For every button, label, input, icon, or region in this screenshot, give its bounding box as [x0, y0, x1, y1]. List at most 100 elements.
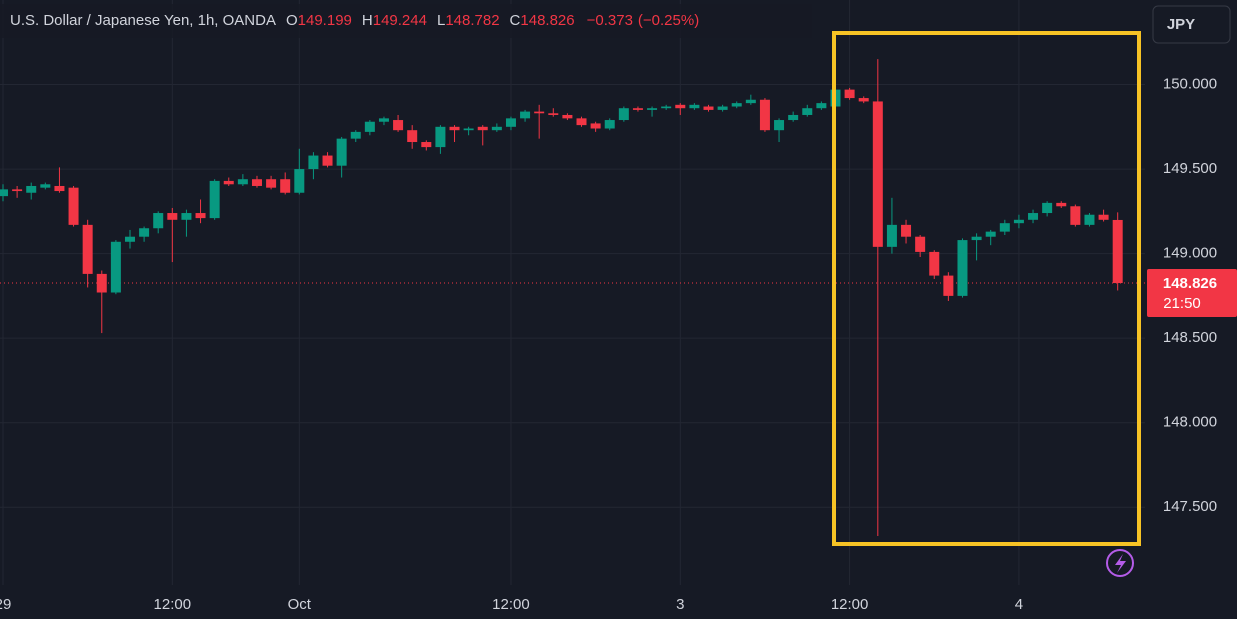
candle-body [124, 236, 135, 242]
currency-button[interactable] [1152, 5, 1231, 44]
candle-body [717, 106, 728, 110]
candle-body [1028, 213, 1039, 220]
candle-body [1070, 206, 1081, 225]
candle-body [1056, 202, 1067, 207]
candle-body [1112, 219, 1123, 284]
candle-body [0, 189, 8, 197]
candle-body [957, 240, 968, 296]
currency-label[interactable]: JPY [1167, 16, 1195, 33]
x-tick-label: 12:00 [492, 596, 530, 613]
candle-body [985, 231, 996, 237]
candle-body [167, 213, 178, 220]
candle-body [280, 179, 291, 193]
candle-body [901, 224, 912, 237]
alert-icon[interactable] [1106, 549, 1134, 577]
x-tick-label: 4 [1015, 596, 1023, 613]
candle-body [153, 213, 164, 229]
candle-body [82, 224, 93, 274]
candle-body [788, 114, 799, 121]
candle-body [1042, 202, 1053, 214]
candle-body [12, 189, 23, 192]
candle-body [548, 113, 559, 115]
candle-body [110, 241, 121, 293]
y-tick-label: 149.000 [1163, 245, 1217, 262]
candle-body [534, 111, 545, 114]
candle-body [816, 103, 827, 109]
candle-body [26, 185, 37, 193]
candle-body [689, 104, 700, 109]
header-bg [0, 4, 812, 38]
change-pct: (−0.25%) [638, 12, 699, 29]
candle-body [943, 275, 954, 296]
candle-body [477, 126, 488, 131]
candle-body [774, 120, 785, 131]
candle-body [393, 120, 404, 131]
candle-body [139, 228, 150, 237]
candle-body [632, 108, 643, 110]
candle-body [40, 184, 51, 188]
candle-body [223, 180, 234, 185]
ohlc-label: L [437, 12, 445, 29]
candle-body [618, 108, 629, 121]
ohlc-label: H [362, 12, 373, 29]
candle-body [266, 179, 277, 188]
candle-body [929, 251, 940, 276]
candle-body [407, 130, 418, 143]
candle-body [661, 106, 672, 109]
x-tick-label: Oct [288, 596, 312, 613]
candle-body [590, 123, 601, 129]
symbol: U.S. Dollar / Japanese Yen, 1h, OANDA [10, 12, 276, 29]
ohlc-label: O [286, 12, 298, 29]
candle-body [322, 155, 333, 166]
candle-body [237, 179, 248, 185]
candle-body [844, 89, 855, 99]
candle-body [999, 223, 1010, 232]
candle-body [971, 236, 982, 241]
candle-body [251, 179, 262, 186]
candle-body [520, 111, 531, 119]
candle-body [604, 120, 615, 129]
highlight-box [832, 31, 1141, 546]
candle-body [336, 138, 347, 166]
candle-body [96, 273, 107, 293]
alert-bolt [1115, 554, 1126, 573]
ohlc-label: C [510, 12, 521, 29]
candle-body [378, 118, 389, 122]
candle-body [1098, 214, 1109, 220]
candle-body [576, 118, 587, 126]
candle-body [68, 187, 79, 225]
candle-body [675, 104, 686, 109]
candle-body [463, 128, 474, 131]
candle-body [1013, 219, 1024, 224]
y-tick-label: 148.500 [1163, 329, 1217, 346]
candle-body [54, 185, 65, 192]
candle-body [209, 180, 220, 219]
ohlc-value: 149.244 [373, 12, 427, 29]
change: −0.373 [587, 12, 633, 29]
candle-body [915, 236, 926, 252]
candle-body [703, 106, 714, 110]
candle-body [308, 155, 319, 170]
x-tick-label: 12:00 [154, 596, 192, 613]
candle-body [294, 169, 305, 193]
candle-body [562, 114, 573, 119]
candle-body [886, 224, 897, 247]
candle-body [872, 101, 883, 247]
ohlc-value: 148.826 [520, 12, 574, 29]
candle-body [505, 118, 516, 127]
y-tick-label: 149.500 [1163, 160, 1217, 177]
candle-body [181, 213, 192, 220]
y-tick-label: 148.000 [1163, 414, 1217, 431]
candle-body [421, 142, 432, 148]
candle-body [1084, 214, 1095, 225]
y-tick-label: 150.000 [1163, 76, 1217, 93]
candle-body [449, 126, 460, 131]
candle-body [731, 103, 742, 107]
candle-body [745, 99, 756, 104]
price-tag-value: 148.826 [1163, 275, 1217, 292]
candle-body [491, 126, 502, 131]
candle-body [802, 108, 813, 115]
y-tick-label: 147.500 [1163, 498, 1217, 515]
